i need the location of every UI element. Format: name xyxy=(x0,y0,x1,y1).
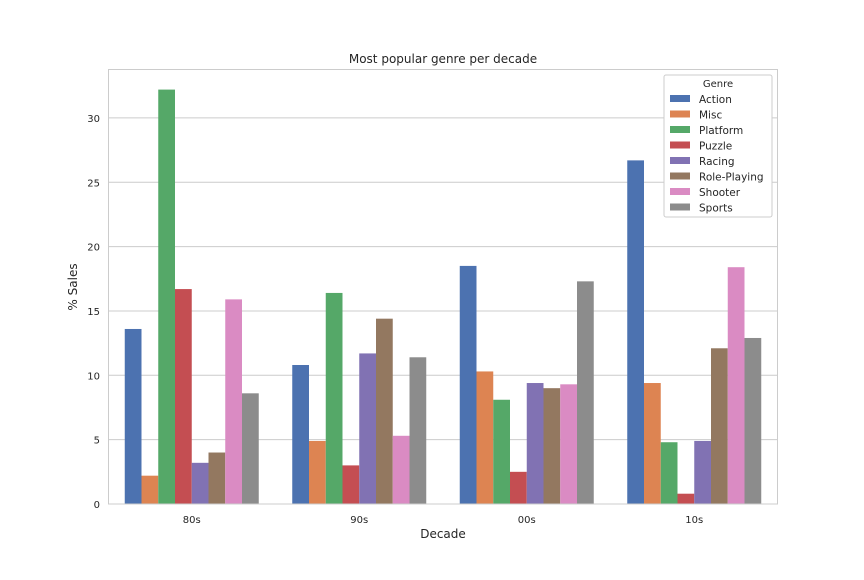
legend-swatch xyxy=(670,157,690,164)
bar-action-00s xyxy=(459,265,477,504)
legend-label: Role-Playing xyxy=(699,172,764,184)
bar-racing-80s xyxy=(191,462,209,504)
x-axis-label: Decade xyxy=(420,527,466,541)
y-tick-label: 15 xyxy=(87,307,100,318)
x-tick-label: 10s xyxy=(685,515,703,526)
y-tick-label: 25 xyxy=(87,178,100,189)
bar-puzzle-80s xyxy=(175,289,192,504)
legend-items: Action Misc Platform Puzzle Racing Role-Playi… xyxy=(670,94,764,215)
bar-platform-90s xyxy=(325,292,343,504)
legend-label: Racing xyxy=(699,156,735,168)
bar-shooter-00s xyxy=(560,384,577,504)
bar-misc-10s xyxy=(644,383,661,504)
legend-title: Genre xyxy=(703,79,733,90)
bar-puzzle-00s xyxy=(510,471,527,504)
bar-sports-00s xyxy=(577,281,594,504)
bar-sports-90s xyxy=(409,357,427,504)
legend-label: Sports xyxy=(699,203,733,215)
legend-swatch xyxy=(670,188,690,195)
bar-puzzle-90s xyxy=(342,465,360,504)
bar-misc-90s xyxy=(309,440,326,504)
bars xyxy=(124,89,762,505)
bar-racing-10s xyxy=(694,440,711,504)
y-tick-labels: 0 5 10 15 20 25 30 xyxy=(87,114,100,511)
y-tick-label: 0 xyxy=(94,500,100,511)
legend-swatch xyxy=(670,141,690,149)
legend-swatch xyxy=(670,126,690,133)
legend-label: Shooter xyxy=(699,187,741,199)
legend-swatch xyxy=(670,110,690,118)
x-tick-labels: 80s 90s 00s 10s xyxy=(183,515,703,526)
plot-frame xyxy=(108,69,778,505)
bar-platform-00s xyxy=(493,399,510,504)
legend-label: Platform xyxy=(699,125,743,137)
y-tick-label: 20 xyxy=(87,243,100,254)
bar-action-10s xyxy=(627,160,644,504)
x-tick-label: 90s xyxy=(350,515,368,526)
bar-sports-80s xyxy=(242,393,259,504)
bar-role-playing-10s xyxy=(711,348,728,504)
bar-sports-10s xyxy=(744,337,762,504)
legend-swatch xyxy=(670,172,690,180)
bar-action-90s xyxy=(292,365,309,504)
bar-racing-00s xyxy=(526,383,544,504)
bar-role-playing-00s xyxy=(543,388,561,504)
bar-shooter-10s xyxy=(727,267,745,504)
bar-puzzle-10s xyxy=(677,493,695,504)
chart-title: Most popular genre per decade xyxy=(349,52,537,66)
legend-swatch xyxy=(670,203,690,211)
legend-label: Puzzle xyxy=(699,141,732,153)
bar-misc-00s xyxy=(476,371,494,504)
y-tick-label: 5 xyxy=(94,436,100,447)
bar-action-80s xyxy=(124,328,142,504)
y-axis-label: % Sales xyxy=(66,263,80,310)
bar-shooter-90s xyxy=(392,435,410,504)
bar-role-playing-90s xyxy=(376,318,393,504)
legend-swatch xyxy=(670,95,690,102)
legend-label: Misc xyxy=(699,110,722,122)
y-tick-label: 10 xyxy=(87,371,100,382)
legend: Genre Action Misc Platform Puzzle Racing Role… xyxy=(663,74,773,218)
bar-role-playing-80s xyxy=(208,452,226,504)
legend-frame xyxy=(663,74,773,218)
bar-misc-80s xyxy=(141,475,159,504)
bar-platform-80s xyxy=(158,89,175,505)
bar-shooter-80s xyxy=(225,299,242,504)
x-tick-label: 00s xyxy=(518,515,536,526)
x-tick-label: 80s xyxy=(183,515,201,526)
bar-platform-10s xyxy=(660,442,678,504)
legend-label: Action xyxy=(699,94,732,106)
bar-racing-90s xyxy=(359,353,376,504)
y-tick-label: 30 xyxy=(87,114,100,125)
